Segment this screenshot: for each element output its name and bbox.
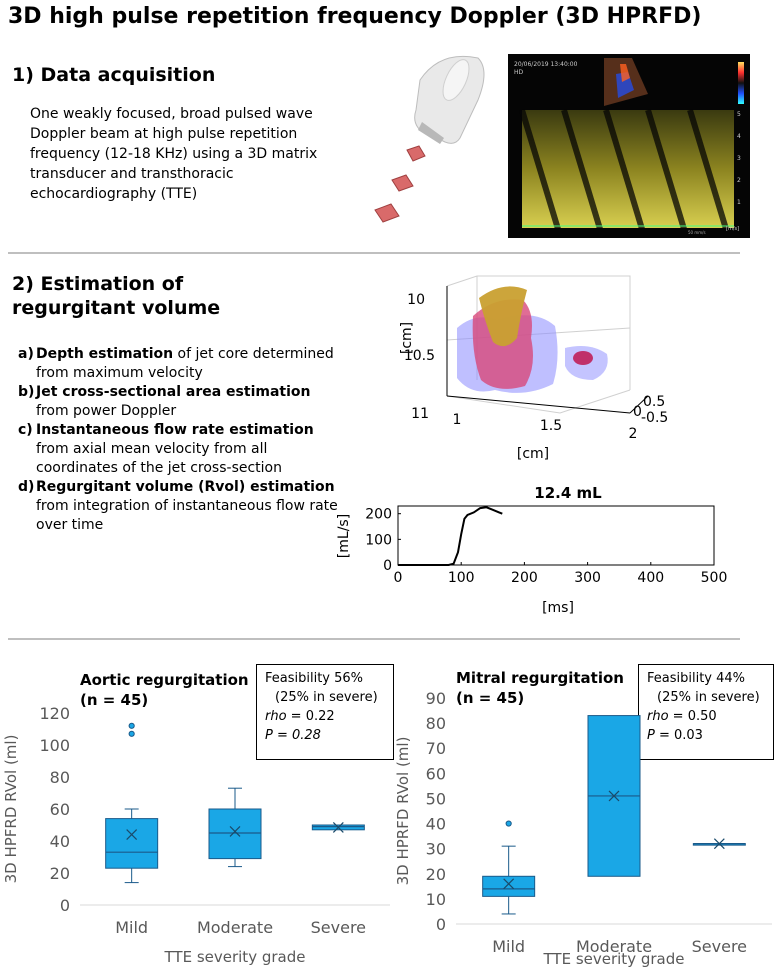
- y-tick-label: 30: [426, 840, 446, 859]
- echo-timestamp: 20/06/2019 13:40:00: [514, 61, 578, 68]
- doppler-spectrum-image: 20/06/2019 13:40:00 HD 5 4 3 2 1 [m/s] 5…: [508, 54, 750, 238]
- y-axis-label: 3D HPRFD RVol (ml): [394, 737, 412, 886]
- x-tick-label: 0: [394, 570, 403, 586]
- category-label: Severe: [311, 918, 366, 937]
- x-tick: 1: [453, 412, 462, 428]
- mean-marker: [332, 821, 344, 833]
- y-tick-label: 200: [365, 507, 392, 523]
- y-tick-label: 60: [426, 764, 446, 783]
- z-axis-label: [cm]: [399, 322, 415, 354]
- x-tick-label: 300: [574, 570, 601, 586]
- y-tick-label: 80: [50, 768, 70, 787]
- mitral-box-chart: 0 10 20 30 40 50 60 70 80 90 3D HPRFD RVol (ml) TTE…: [394, 689, 772, 968]
- divider-1: [8, 252, 740, 254]
- y-tick-label: 60: [50, 800, 70, 819]
- mean-marker: [608, 790, 620, 802]
- step-item: a) Depth estimation of jet core determine…: [18, 346, 334, 381]
- y-tick-label: 50: [426, 789, 446, 808]
- jet-isosurface: [457, 286, 608, 393]
- y-tick-label: 90: [426, 689, 446, 708]
- y-tick-label: 100: [39, 736, 70, 755]
- mitral-info-box: Feasibility 44% (25% in severe) rho = 0.…: [638, 664, 774, 760]
- x-tick-label: 100: [448, 570, 475, 586]
- color-scale-bar: [738, 62, 744, 104]
- y-tick-label: 20: [50, 864, 70, 883]
- x-tick-label: 200: [511, 570, 538, 586]
- category-label: Moderate: [576, 937, 652, 956]
- y-tick: 0.5: [643, 394, 665, 410]
- y-tick-label: 10: [426, 890, 446, 909]
- y-axis-label: 3D HPFRD RVol (ml): [2, 735, 20, 884]
- y-tick-label: 120: [39, 704, 70, 723]
- box: [482, 875, 536, 897]
- y-tick-label: 40: [426, 815, 446, 834]
- mean-marker: [126, 829, 138, 841]
- y-tick-label: 20: [426, 865, 446, 884]
- scale-tick: 4: [737, 133, 741, 140]
- y-tick: 0: [633, 404, 642, 420]
- scale-tick: 3: [737, 155, 741, 162]
- outlier-point: [128, 730, 135, 737]
- y-tick-label: 100: [365, 532, 392, 548]
- scale-tick: 2: [737, 177, 741, 184]
- mean-marker: [229, 825, 241, 837]
- steps-list: a) Depth estimation of jet core determine…: [18, 345, 338, 535]
- flow-chart-frame: [397, 505, 715, 566]
- x-axis-label: [cm]: [517, 446, 549, 462]
- y-tick-label: 0: [383, 558, 392, 574]
- transducer-probe-icon: [414, 55, 485, 144]
- mean-marker: [503, 878, 515, 890]
- divider-2: [8, 638, 740, 640]
- z-tick: 11: [411, 406, 429, 422]
- scale-tick: 1: [737, 199, 741, 206]
- x-axis-label: TTE severity grade: [164, 948, 306, 966]
- page-title: 3D high pulse repetition frequency Doppl…: [8, 4, 702, 29]
- step-item: c) Instantaneous flow rate estimation fro…: [18, 422, 314, 476]
- flow-chart-title: 12.4 mL: [534, 484, 602, 502]
- mitral-chart-title: Mitral regurgitation (n = 45): [456, 669, 624, 707]
- category-label: Mild: [492, 937, 525, 956]
- section-1-body: One weakly focused, broad pulsed wave Do…: [30, 106, 318, 202]
- category-label: Moderate: [197, 918, 273, 937]
- echo-mode: HD: [514, 69, 524, 76]
- x-tick: 2: [629, 426, 638, 442]
- z-tick: 10.5: [404, 348, 435, 364]
- step-item: b) Jet cross-sectional area estimation fr…: [18, 384, 311, 419]
- y-tick-label: 0: [60, 896, 70, 915]
- y-tick-label: 40: [50, 832, 70, 851]
- section-2-heading: 2) Estimation of regurgitant volume: [12, 273, 221, 319]
- box: [105, 818, 159, 869]
- aortic-chart-title: Aortic regurgitation (n = 45): [80, 671, 249, 709]
- x-tick-label: 400: [637, 570, 664, 586]
- x-axis-label: TTE severity grade: [543, 950, 685, 968]
- sweep-speed: 50 mm/s: [688, 230, 706, 235]
- category-label: Mild: [115, 918, 148, 937]
- step-item: d) Regurgitant volume (Rvol) estimation f…: [18, 479, 338, 533]
- outlier-point: [505, 820, 512, 827]
- x-tick: 1.5: [540, 418, 562, 434]
- y-tick-label: 0: [436, 915, 446, 934]
- box: [208, 808, 262, 860]
- flow-rate-line: [398, 506, 503, 566]
- jet-3d-plot: 10 10.5 11 [cm] 1 1.5 2 [cm] 0.5 0 -0.5: [399, 275, 668, 462]
- y-tick-label: 70: [426, 739, 446, 758]
- z-tick: 10: [407, 292, 425, 308]
- outlier-point: [128, 722, 135, 729]
- scale-tick: 5: [737, 111, 741, 118]
- flow-chart-xlabel: [ms]: [542, 600, 574, 616]
- aortic-box-chart: 0 20 40 60 80 100 120 3D HPFRD RVol (ml) TTE sev…: [2, 704, 390, 966]
- flow-rate-chart: 12.4 mL [mL/s] [ms] 0 100 200 300 400 500 0 100…: [336, 484, 728, 616]
- aortic-info-box: Feasibility 56% (25% in severe) rho = 0.…: [256, 664, 394, 760]
- pulse-wave-icon: [374, 145, 426, 223]
- flow-chart-ylabel: [mL/s]: [336, 514, 352, 558]
- scale-unit: [m/s]: [726, 226, 739, 232]
- transducer-illustration: [374, 55, 485, 223]
- y-tick: -0.5: [641, 410, 668, 426]
- section-1-heading: 1) Data acquisition: [12, 64, 216, 86]
- category-label: Severe: [692, 937, 747, 956]
- x-tick-label: 500: [701, 570, 728, 586]
- y-tick-label: 80: [426, 714, 446, 733]
- mean-marker: [713, 838, 725, 850]
